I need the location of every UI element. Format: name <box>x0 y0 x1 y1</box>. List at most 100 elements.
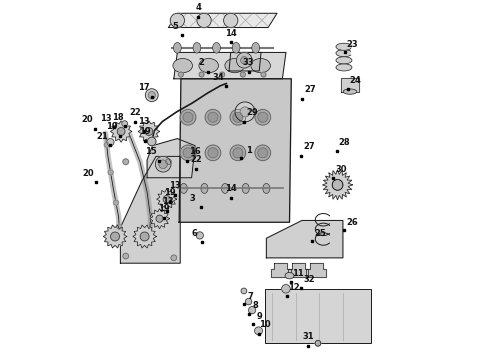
Text: 17: 17 <box>138 83 150 92</box>
Circle shape <box>332 180 343 190</box>
Ellipse shape <box>336 64 352 71</box>
Ellipse shape <box>213 42 220 53</box>
Polygon shape <box>174 53 286 79</box>
Text: 30: 30 <box>335 165 347 174</box>
Text: 4: 4 <box>195 3 201 12</box>
Circle shape <box>233 148 243 158</box>
Circle shape <box>166 159 171 165</box>
Circle shape <box>156 215 163 222</box>
Ellipse shape <box>221 184 229 193</box>
Ellipse shape <box>285 273 294 279</box>
Circle shape <box>208 148 218 158</box>
Circle shape <box>180 109 196 125</box>
Circle shape <box>255 109 270 125</box>
Text: 21: 21 <box>96 132 108 141</box>
Circle shape <box>122 121 127 126</box>
Circle shape <box>123 159 128 165</box>
Polygon shape <box>267 220 343 258</box>
Circle shape <box>155 156 171 172</box>
Circle shape <box>140 232 149 241</box>
Circle shape <box>170 13 184 27</box>
Polygon shape <box>103 225 127 248</box>
Circle shape <box>146 89 158 102</box>
Text: 29: 29 <box>246 108 258 117</box>
Text: 19: 19 <box>158 204 170 213</box>
Circle shape <box>114 200 119 205</box>
Circle shape <box>235 102 255 122</box>
Circle shape <box>163 195 170 203</box>
Text: 15: 15 <box>145 147 157 156</box>
Text: 27: 27 <box>304 85 316 94</box>
Ellipse shape <box>336 50 352 57</box>
Text: 26: 26 <box>346 218 358 227</box>
Circle shape <box>147 137 156 146</box>
Text: 32: 32 <box>303 275 315 284</box>
Text: 18: 18 <box>112 113 123 122</box>
Polygon shape <box>121 156 180 263</box>
Polygon shape <box>149 209 170 229</box>
Circle shape <box>180 145 196 161</box>
Circle shape <box>208 112 218 122</box>
Text: 7: 7 <box>248 292 253 301</box>
Text: 5: 5 <box>172 22 178 31</box>
Circle shape <box>237 53 252 68</box>
Circle shape <box>255 145 270 161</box>
Ellipse shape <box>343 89 357 94</box>
Ellipse shape <box>252 42 260 53</box>
Text: 3: 3 <box>190 194 196 203</box>
Circle shape <box>205 109 221 125</box>
Circle shape <box>230 109 245 125</box>
Circle shape <box>104 142 109 147</box>
Text: 8: 8 <box>253 301 259 310</box>
Ellipse shape <box>242 184 249 193</box>
Circle shape <box>178 72 183 77</box>
Text: 11: 11 <box>293 269 304 278</box>
Ellipse shape <box>193 42 201 53</box>
Text: 31: 31 <box>302 332 314 341</box>
Text: 10: 10 <box>259 320 271 329</box>
Circle shape <box>245 298 252 305</box>
Text: 14: 14 <box>225 184 237 193</box>
Polygon shape <box>306 263 326 278</box>
Text: 33: 33 <box>243 58 254 67</box>
Text: 13: 13 <box>162 197 173 206</box>
Bar <box>265 289 371 343</box>
Ellipse shape <box>201 184 208 193</box>
Text: 23: 23 <box>347 40 358 49</box>
Circle shape <box>197 13 211 27</box>
Text: 22: 22 <box>129 108 141 117</box>
Text: 13: 13 <box>169 181 180 190</box>
Circle shape <box>233 112 243 122</box>
Circle shape <box>255 327 263 335</box>
Ellipse shape <box>232 42 240 53</box>
Text: 20: 20 <box>81 115 93 124</box>
Circle shape <box>332 180 343 190</box>
Polygon shape <box>169 13 277 27</box>
Ellipse shape <box>199 58 219 73</box>
Text: 6: 6 <box>192 229 197 238</box>
Circle shape <box>183 148 193 158</box>
Polygon shape <box>341 78 359 91</box>
Circle shape <box>258 112 268 122</box>
Circle shape <box>223 13 238 27</box>
Circle shape <box>241 288 247 294</box>
Circle shape <box>183 112 193 122</box>
Circle shape <box>123 253 128 259</box>
Text: 25: 25 <box>314 229 326 238</box>
Text: 16: 16 <box>189 147 201 156</box>
Text: 22: 22 <box>190 155 202 164</box>
Ellipse shape <box>173 42 181 53</box>
Ellipse shape <box>251 58 270 73</box>
Circle shape <box>159 160 168 168</box>
Polygon shape <box>147 139 195 178</box>
Text: 1: 1 <box>246 145 252 154</box>
Circle shape <box>220 72 225 77</box>
Circle shape <box>111 232 120 241</box>
Circle shape <box>117 224 122 229</box>
Text: 24: 24 <box>349 76 361 85</box>
Circle shape <box>240 107 250 117</box>
Circle shape <box>196 232 203 239</box>
Circle shape <box>230 145 245 161</box>
Polygon shape <box>110 121 132 142</box>
Text: 19: 19 <box>139 127 150 136</box>
